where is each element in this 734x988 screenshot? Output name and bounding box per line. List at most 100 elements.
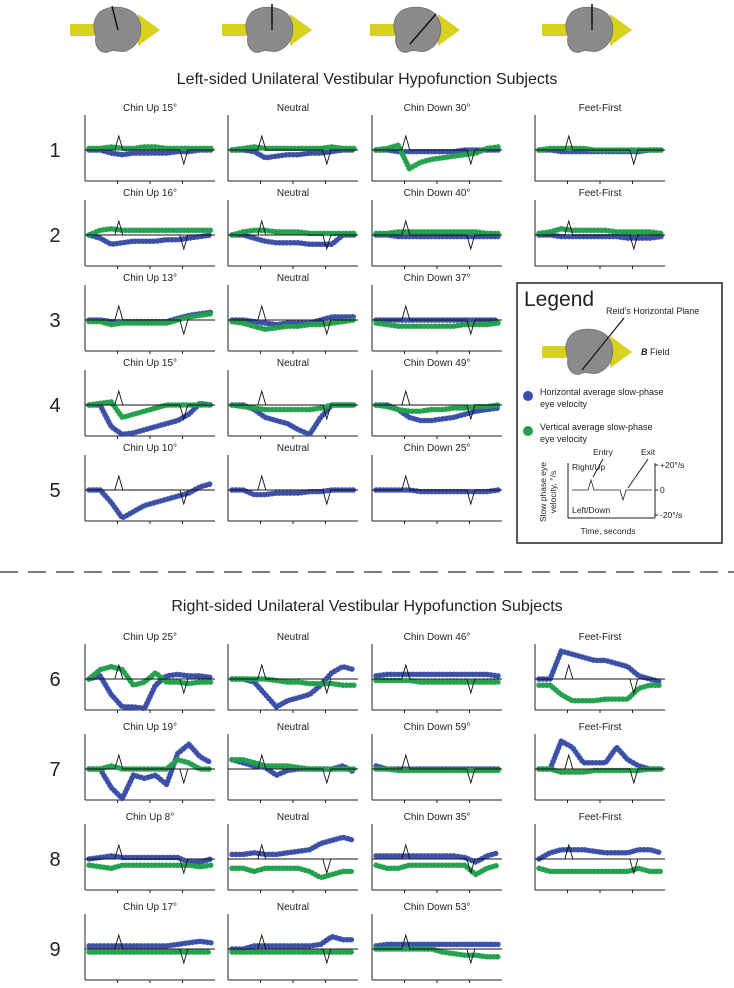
panel-title: Neutral	[277, 358, 309, 369]
panel-title: Chin Up 25°	[123, 632, 177, 643]
panel: Neutral	[227, 722, 358, 803]
panel-title: Neutral	[277, 632, 309, 643]
green-trace-core	[89, 145, 211, 150]
panel: Feet-First	[534, 103, 665, 184]
stimulus-trace	[535, 219, 665, 251]
green-trace	[373, 142, 501, 172]
blue-trace-core	[376, 233, 498, 239]
green-trace-core	[375, 403, 499, 413]
section-title: Right-sided Unilateral Vestibular Hypofu…	[171, 598, 562, 615]
panel: Neutral	[227, 902, 358, 983]
green-trace-core	[231, 228, 354, 237]
panel: Chin Up 15°	[84, 103, 215, 184]
blue-trace-core	[89, 148, 211, 157]
panel: Chin Down 35°	[371, 812, 502, 893]
blue-trace-core	[538, 848, 662, 861]
panel-title: Feet-First	[579, 188, 622, 199]
blue-trace-core	[88, 672, 212, 711]
green-trace-core	[231, 318, 355, 331]
panel-title: Chin Down 40°	[404, 188, 471, 199]
stimulus-trace	[372, 134, 502, 166]
panel-title: Chin Up 15°	[123, 358, 177, 369]
green-trace-core	[88, 665, 211, 687]
blue-trace-core	[88, 233, 212, 246]
panel-title: Chin Up 13°	[123, 273, 177, 284]
stimulus-trace	[85, 753, 215, 785]
panel-title: Chin Down 37°	[404, 273, 471, 284]
legend-text: eye velocity	[540, 434, 588, 444]
panel-title: Chin Up 8°	[126, 812, 174, 823]
panel: Feet-First	[534, 812, 665, 893]
panel: Chin Up 16°	[84, 188, 215, 269]
panel: Neutral	[227, 812, 358, 893]
plane-line	[409, 13, 437, 45]
panel-title: Neutral	[277, 812, 309, 823]
green-trace-core	[375, 143, 499, 171]
green-trace-core	[376, 679, 498, 684]
panel-title: Feet-First	[579, 812, 622, 823]
plane-line	[111, 5, 119, 31]
panel: Chin Up 8°	[84, 812, 215, 893]
panel: Chin Down 46°	[371, 632, 502, 713]
panel: Chin Down 30°	[371, 103, 502, 184]
stimulus-trace	[372, 933, 502, 965]
panel-title: Neutral	[277, 273, 309, 284]
green-trace-core	[376, 230, 498, 235]
blue-trace-core	[539, 649, 662, 684]
stimulus-trace	[228, 389, 358, 421]
panel-title: Chin Down 59°	[404, 722, 471, 733]
panel-title: Feet-First	[579, 103, 622, 114]
panel-title: Chin Up 16°	[123, 188, 177, 199]
stimulus-trace	[372, 753, 502, 785]
row-label: 4	[49, 395, 60, 417]
panel-title: Chin Up 15°	[123, 103, 177, 114]
stimulus-trace	[85, 933, 215, 965]
blue-trace-core	[232, 835, 355, 856]
plane-line	[581, 317, 625, 371]
green-trace-core	[232, 866, 354, 880]
blue-trace-core	[89, 742, 212, 802]
panel: Feet-First	[534, 188, 665, 269]
green-trace-core	[89, 312, 212, 327]
stimulus-trace	[228, 134, 358, 166]
green-trace-core	[231, 145, 354, 152]
panel: Chin Up 19°	[84, 722, 215, 803]
panel: Chin Down 49°	[371, 358, 502, 439]
panel: Chin Down 37°	[371, 273, 502, 354]
panel-title: Feet-First	[579, 722, 622, 733]
panel-title: Chin Up 19°	[123, 722, 177, 733]
panel: Neutral	[227, 273, 358, 354]
panel: Chin Down 53°	[371, 902, 502, 983]
legend-tick-label: 0	[660, 485, 665, 495]
stimulus-trace	[85, 843, 215, 875]
legend-text: Right/Up	[572, 462, 605, 472]
legend-text: Time, seconds	[581, 526, 636, 536]
legend-text: Entry	[593, 447, 614, 457]
legend-green-dot	[523, 426, 533, 436]
stimulus-trace	[372, 843, 502, 875]
stimulus-trace	[85, 389, 215, 421]
blue-trace-core	[89, 939, 212, 948]
stimulus-trace	[85, 474, 215, 506]
legend-tick-label: -20°/s	[660, 510, 682, 520]
panel-title: Chin Down 46°	[404, 632, 471, 643]
blue-trace	[536, 738, 664, 772]
panel: Chin Down 25°	[371, 443, 502, 524]
stimulus-trace	[228, 843, 358, 875]
panel: Chin Up 17°	[84, 902, 215, 983]
panel: Chin Down 59°	[371, 722, 502, 803]
panel: Feet-First	[534, 722, 665, 803]
stimulus-trace	[228, 219, 358, 251]
legend-plane: Reid's Horizontal Plane	[606, 306, 699, 316]
head-icon	[221, 6, 313, 53]
legend-box	[516, 282, 723, 544]
row-label: 6	[49, 669, 60, 691]
panel: Neutral	[227, 443, 358, 524]
legend-blue-dot	[523, 391, 533, 401]
panel: Feet-First	[534, 632, 665, 713]
green-trace-core	[539, 683, 661, 703]
panel: Chin Up 10°	[84, 443, 215, 524]
blue-trace-core	[375, 942, 498, 948]
head-icons	[69, 4, 633, 53]
